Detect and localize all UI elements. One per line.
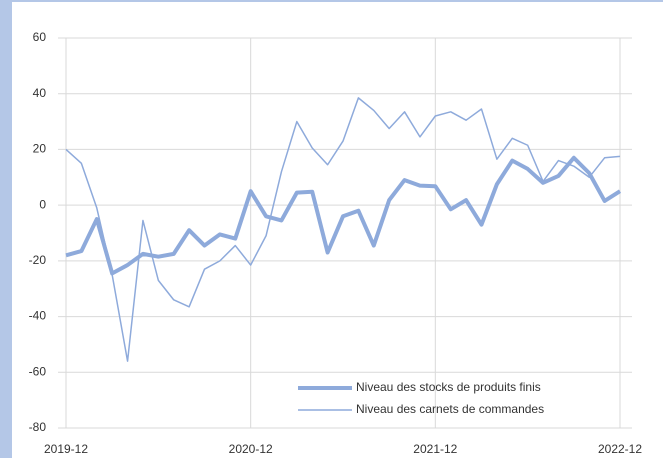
y-tick-label: -20: [29, 253, 47, 267]
x-tick-label: 2021-12: [413, 442, 457, 456]
legend-label: Niveau des stocks de produits finis: [356, 380, 541, 394]
y-tick-label: 0: [39, 197, 46, 211]
data-line: [65, 155, 622, 276]
y-tick-label: -40: [29, 309, 47, 323]
data-line: [65, 97, 621, 362]
y-tick-label: -60: [29, 364, 47, 378]
y-tick-label: 60: [33, 30, 47, 44]
y-tick-label: -80: [29, 420, 47, 434]
x-tick-label: 2022-12: [598, 442, 642, 456]
side-strip: [0, 0, 12, 458]
x-tick-label: 2020-12: [229, 442, 273, 456]
legend-label: Niveau des carnets de commandes: [356, 402, 544, 416]
y-tick-label: 20: [33, 142, 47, 156]
y-tick-label: 40: [33, 86, 47, 100]
top-strip: [12, 0, 663, 2]
x-tick-label: 2019-12: [44, 442, 88, 456]
